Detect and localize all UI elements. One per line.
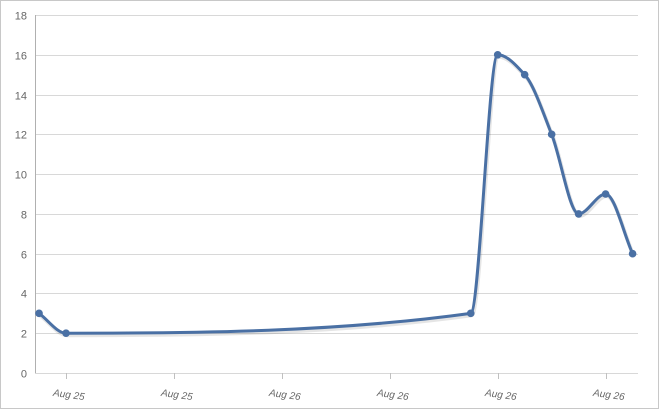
y-tick-label: 0 [21, 369, 27, 381]
data-point[interactable] [601, 190, 610, 198]
x-tick-label: Aug 26 [267, 388, 301, 404]
data-point[interactable] [520, 70, 529, 79]
y-tick-label: 18 [15, 11, 27, 23]
series-line [37, 53, 635, 335]
y-tick-label: 14 [15, 91, 27, 103]
data-point[interactable] [547, 130, 556, 139]
x-tick-label: Aug 26 [591, 388, 625, 404]
x-tick-label: Aug 26 [375, 388, 409, 404]
data-point[interactable] [574, 210, 583, 218]
x-tick-label: Aug 26 [483, 388, 517, 404]
y-tick-label: 12 [15, 130, 27, 142]
grid-lines [35, 15, 638, 374]
data-point[interactable] [466, 309, 475, 318]
data-point[interactable] [62, 329, 70, 338]
x-tick-label: Aug 25 [51, 388, 85, 404]
y-tick-label: 4 [21, 289, 27, 301]
y-tick-label: 16 [15, 51, 27, 63]
data-point[interactable] [628, 249, 637, 258]
y-tick-label: 10 [15, 170, 27, 182]
axes: 0 2 4 6 8 10 12 14 16 18 Aug 25 Aug 25 Aug 26 Aug 26 A… [15, 11, 626, 404]
x-tick-label: Aug 25 [159, 388, 193, 404]
data-points [35, 50, 637, 338]
y-tick-label: 6 [21, 250, 27, 262]
data-point[interactable] [493, 50, 502, 59]
y-tick-label: 2 [21, 329, 27, 341]
data-point[interactable] [35, 309, 43, 318]
y-tick-label: 8 [21, 210, 27, 222]
